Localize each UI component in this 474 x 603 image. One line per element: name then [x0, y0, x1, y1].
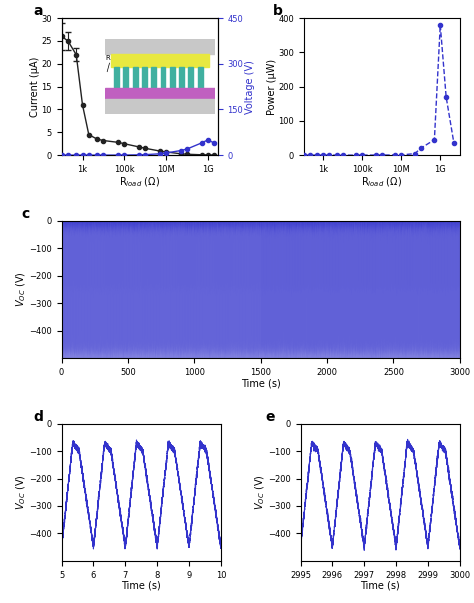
Text: b: b [273, 4, 283, 18]
X-axis label: Time (s): Time (s) [241, 378, 281, 388]
Text: a: a [34, 4, 43, 18]
X-axis label: Time (s): Time (s) [360, 581, 400, 591]
Y-axis label: Current (μA): Current (μA) [30, 57, 40, 117]
Y-axis label: $V_{OC}$ (V): $V_{OC}$ (V) [14, 271, 27, 308]
Y-axis label: Voltage (V): Voltage (V) [245, 60, 255, 113]
Y-axis label: $V_{OC}$ (V): $V_{OC}$ (V) [253, 475, 266, 510]
Text: e: e [265, 410, 275, 424]
Y-axis label: Power (μW): Power (μW) [267, 58, 277, 115]
Text: d: d [33, 410, 43, 424]
X-axis label: Time (s): Time (s) [121, 581, 161, 591]
Y-axis label: $V_{OC}$ (V): $V_{OC}$ (V) [14, 475, 27, 510]
X-axis label: R$_{load}$ (Ω): R$_{load}$ (Ω) [119, 175, 160, 189]
Text: c: c [22, 207, 30, 221]
X-axis label: R$_{load}$ (Ω): R$_{load}$ (Ω) [361, 175, 402, 189]
